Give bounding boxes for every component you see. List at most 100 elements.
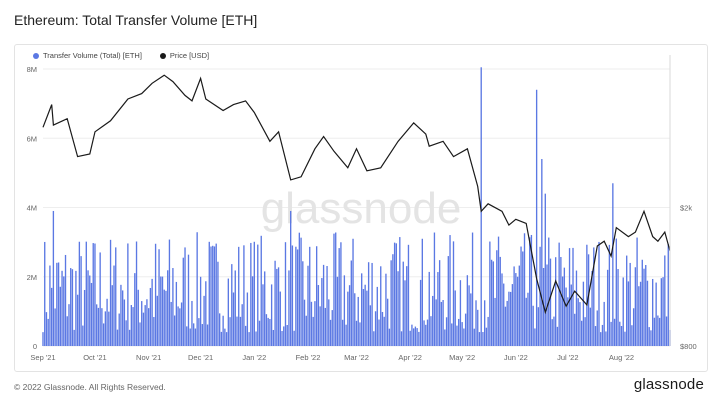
volume-bar (667, 243, 669, 346)
volume-bar (229, 317, 231, 346)
volume-bar (232, 292, 235, 346)
volume-bar (506, 300, 508, 346)
volume-bar (236, 316, 238, 346)
volume-bar (565, 287, 567, 346)
legend-label-volume: Transfer Volume (Total) [ETH] (43, 51, 142, 60)
volume-bar (345, 324, 347, 346)
volume-bar (340, 242, 342, 346)
volume-bar (357, 296, 359, 346)
volume-bar (572, 247, 574, 346)
x-axis-ticks: Sep '21 Oct '21 Nov '21 Dec '21 Jan '22 Feb '… (30, 353, 634, 362)
volume-bar (106, 298, 108, 346)
volume-bar (388, 328, 391, 346)
volume-bar (115, 247, 117, 346)
volume-bar (660, 278, 663, 346)
volume-bar (132, 307, 134, 346)
volume-bar (146, 299, 148, 346)
volume-bar (555, 257, 557, 346)
volume-bar (518, 265, 520, 346)
volume-bar (567, 297, 569, 346)
volume-bar (262, 284, 264, 346)
legend-item-volume[interactable]: Transfer Volume (Total) [ETH] (33, 51, 142, 60)
volume-bar (331, 310, 333, 346)
volume-bar (568, 248, 571, 346)
volume-bar (264, 271, 266, 346)
volume-bar (80, 256, 82, 346)
volume-bar (442, 299, 444, 346)
x-tick-label: Jul '22 (557, 353, 578, 362)
volume-bar (610, 321, 612, 346)
volume-bar (371, 262, 373, 346)
price-legend-dot (159, 52, 166, 59)
volume-bar (312, 316, 314, 346)
volume-bar (274, 260, 276, 346)
volume-bar (447, 256, 449, 346)
volume-bar (139, 322, 141, 346)
volume-bar (504, 306, 507, 346)
volume-bar (444, 329, 446, 346)
volume-bar (194, 328, 197, 346)
volume-bar (437, 272, 439, 346)
legend-item-price[interactable]: Price [USD] (159, 51, 209, 60)
volume-bar (317, 285, 320, 346)
volume-bar (191, 300, 193, 346)
chart-legend: Transfer Volume (Total) [ETH] Price [USD… (33, 51, 209, 60)
y-left-tick-label: 2M (27, 273, 37, 282)
volume-bar (525, 297, 527, 346)
volume-bar (492, 261, 495, 346)
volume-bar (59, 286, 61, 346)
volume-bar (305, 315, 307, 346)
volume-bar (605, 331, 607, 346)
volume-bar (199, 276, 202, 346)
volume-bar (406, 266, 408, 346)
volume-bar (347, 291, 349, 346)
volume-bar (513, 266, 515, 346)
volume-bar (89, 275, 91, 346)
volume-bar (374, 311, 377, 346)
x-tick-label: Nov '21 (136, 353, 161, 362)
volume-bar (328, 299, 330, 346)
volume-bar (47, 318, 49, 346)
volume-bar (643, 268, 645, 346)
volume-bar (461, 322, 463, 346)
volume-bar (620, 325, 623, 346)
volume-bar (612, 183, 614, 346)
volume-bar (186, 326, 188, 346)
volume-bar (653, 317, 656, 346)
volume-bar (594, 326, 597, 346)
volume-bar (473, 328, 475, 346)
volume-bar (255, 331, 257, 346)
y-right-tick-label: $800 (680, 342, 697, 351)
volume-bar (309, 246, 311, 346)
volume-bar (158, 249, 160, 346)
volume-bar (412, 328, 415, 346)
volume-bar (478, 332, 481, 346)
volume-bar (153, 317, 155, 346)
volume-bar (168, 239, 171, 346)
volume-bar (52, 210, 55, 346)
volume-bar (97, 307, 100, 346)
volume-bar (584, 317, 586, 346)
volume-bar (522, 251, 524, 346)
volume-bar (556, 326, 559, 346)
volume-bar (471, 232, 474, 346)
volume-bar (257, 244, 259, 346)
volume-bar (617, 269, 619, 346)
volume-bar (624, 331, 626, 346)
volume-bar (657, 315, 659, 346)
volume-bar (383, 316, 385, 346)
volume-bar (480, 67, 482, 347)
x-tick-label: Jun '22 (504, 353, 528, 362)
volume-bar (497, 236, 500, 346)
volume-bar (626, 255, 628, 346)
volume-bar (222, 315, 224, 346)
volume-bar (527, 292, 529, 346)
x-tick-label: Apr '22 (398, 353, 422, 362)
volume-bar (113, 265, 115, 346)
volume-bar (128, 329, 131, 346)
volume-bar (82, 325, 84, 346)
volume-bar (350, 260, 352, 346)
volume-bar (125, 320, 127, 346)
volume-bar (515, 273, 517, 346)
volume-bar (279, 291, 281, 346)
